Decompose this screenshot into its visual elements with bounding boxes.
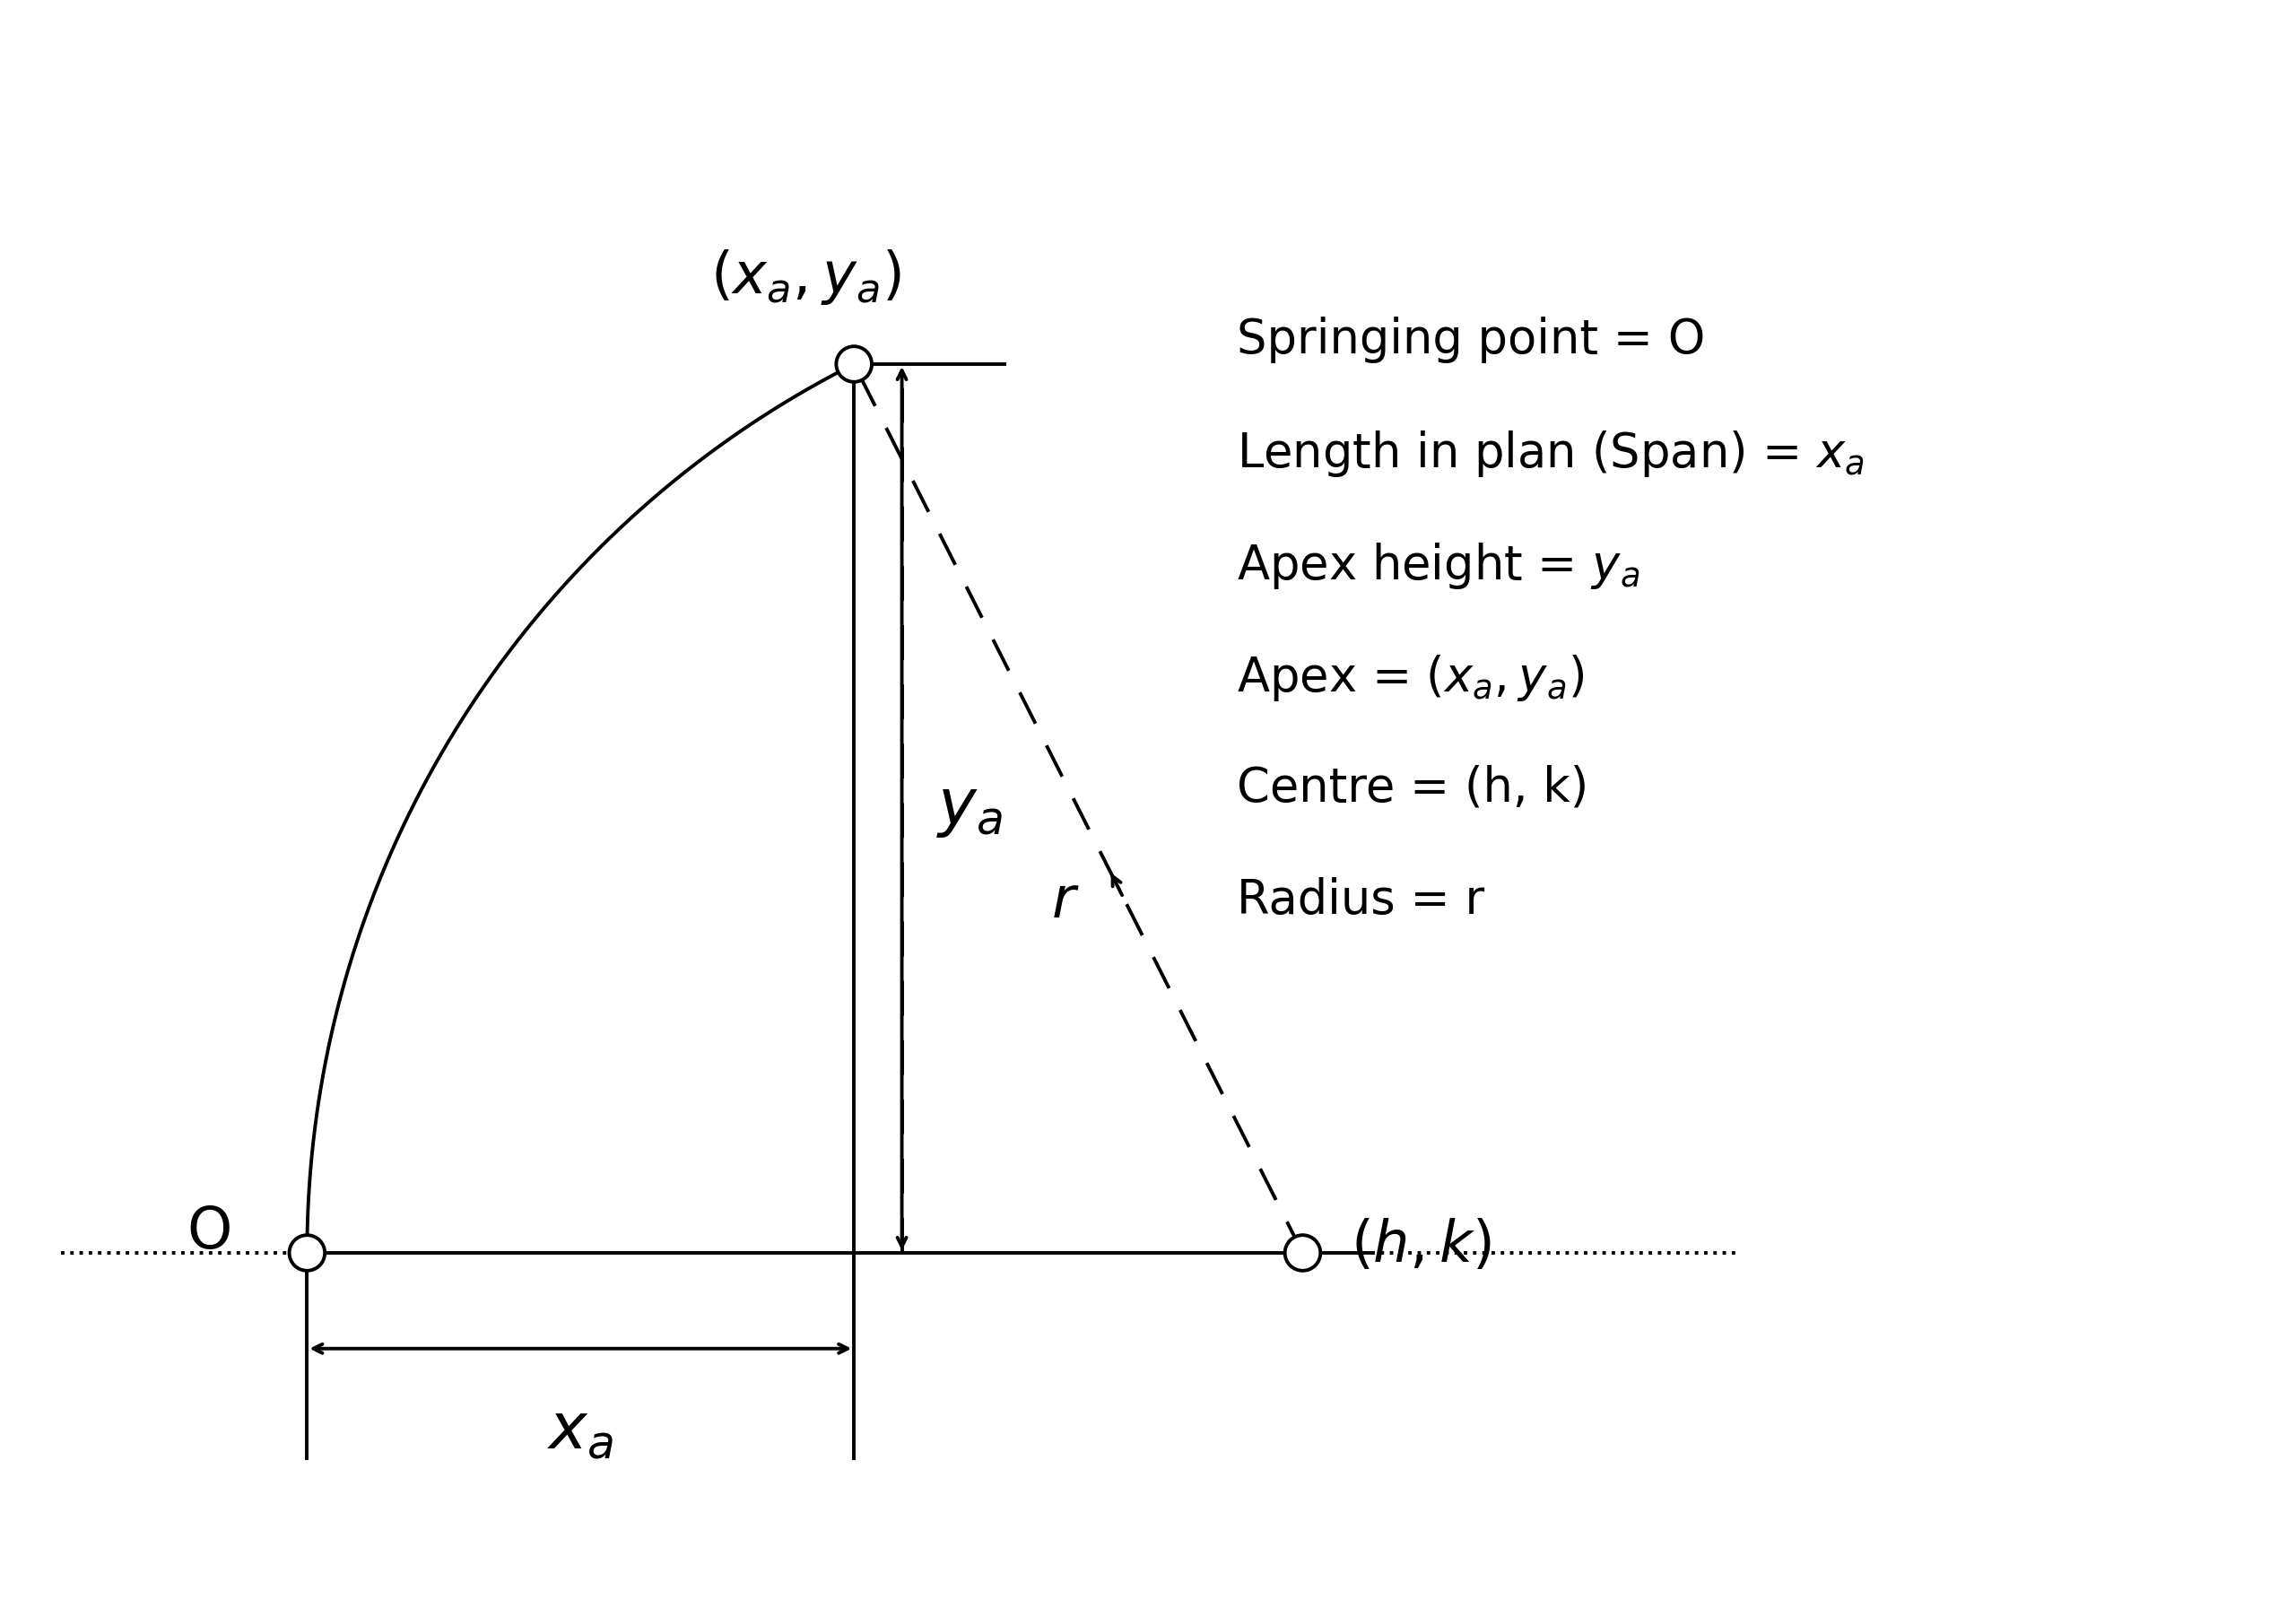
Text: O: O	[186, 1205, 232, 1260]
Text: r: r	[1052, 873, 1075, 930]
Text: Springing point = O: Springing point = O	[1238, 317, 1706, 362]
Text: Apex height = $y_a$: Apex height = $y_a$	[1238, 540, 1639, 590]
Circle shape	[289, 1235, 324, 1271]
Text: $y_a$: $y_a$	[937, 778, 1003, 839]
Text: Length in plan (Span) = $x_a$: Length in plan (Span) = $x_a$	[1238, 429, 1864, 479]
Text: Apex = $(x_a, y_a)$: Apex = $(x_a, y_a)$	[1238, 653, 1584, 703]
Text: Centre = (h, k): Centre = (h, k)	[1238, 765, 1589, 812]
Circle shape	[836, 346, 872, 382]
Text: Radius = r: Radius = r	[1238, 876, 1486, 923]
Text: $(x_a, y_a)$: $(x_a, y_a)$	[712, 247, 902, 307]
Circle shape	[1286, 1235, 1320, 1271]
Text: $x_a$: $x_a$	[546, 1400, 613, 1462]
Text: $(h, k)$: $(h, k)$	[1350, 1218, 1490, 1274]
